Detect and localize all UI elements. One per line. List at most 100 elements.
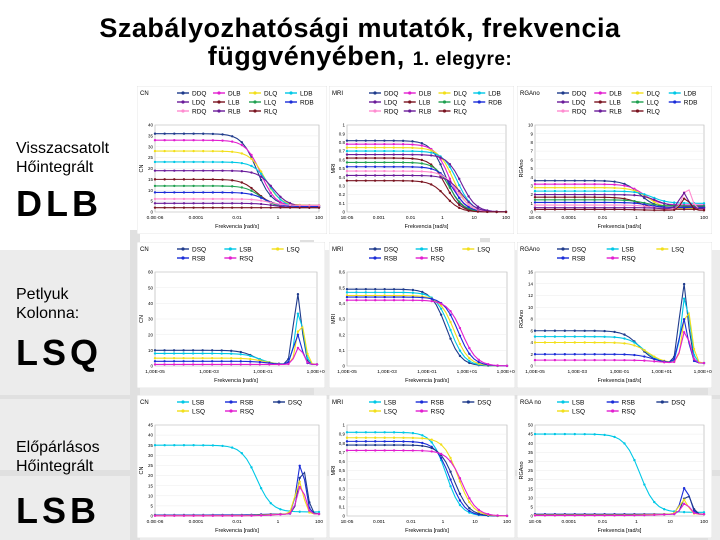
data-point — [553, 358, 557, 362]
data-point — [364, 179, 367, 182]
data-point — [623, 203, 626, 207]
data-point — [543, 208, 547, 211]
series-line-rlq — [535, 197, 705, 211]
data-point — [306, 356, 309, 360]
data-point — [230, 179, 234, 182]
series-line-rdq — [346, 170, 507, 213]
y-tick-label: 20 — [148, 332, 154, 337]
legend-label: LLB — [228, 99, 240, 106]
row1-label: Visszacsatolt Hőintegrált — [16, 139, 109, 177]
y-tick-label: 25 — [528, 468, 534, 473]
data-point — [230, 357, 233, 360]
data-point — [448, 180, 452, 183]
data-point — [583, 203, 586, 207]
data-point — [429, 154, 433, 157]
data-point — [613, 190, 616, 193]
legend-marker — [373, 247, 377, 251]
row2-label-line2: Kolonna: — [16, 305, 80, 322]
chart-title: MRI — [332, 91, 343, 97]
series-line-rlb — [347, 174, 507, 213]
data-point — [182, 349, 185, 352]
series-line-ldq — [346, 154, 507, 213]
data-point — [153, 514, 157, 517]
data-point — [230, 161, 234, 164]
data-point — [439, 443, 443, 446]
data-point — [553, 203, 557, 207]
y-tick-label: 0.2 — [339, 192, 346, 197]
data-point — [613, 206, 616, 209]
data-point — [429, 151, 433, 154]
data-point — [392, 449, 396, 452]
data-point — [623, 358, 626, 362]
data-point — [533, 198, 537, 202]
data-point — [692, 202, 696, 206]
data-point — [355, 288, 358, 291]
data-point — [613, 358, 616, 362]
series-line-rsb — [346, 296, 508, 367]
data-point — [173, 206, 176, 209]
data-point — [383, 431, 386, 434]
data-point — [383, 443, 386, 447]
data-point — [543, 189, 547, 193]
data-point — [533, 353, 537, 356]
data-point — [182, 178, 186, 181]
data-point — [553, 329, 557, 332]
data-point — [593, 186, 596, 189]
data-point — [583, 353, 586, 356]
data-point — [355, 153, 358, 156]
legend-label: LSB — [622, 246, 634, 253]
data-point — [364, 288, 368, 291]
data-point — [163, 132, 166, 135]
data-point — [643, 349, 646, 352]
legend-label: RLQ — [454, 108, 467, 115]
data-point — [411, 431, 415, 435]
x-tick-label: 1 — [277, 215, 280, 221]
data-point — [430, 297, 433, 301]
data-point — [563, 196, 567, 199]
data-point — [439, 313, 443, 316]
legend-label: RSB — [192, 255, 205, 262]
data-point — [467, 203, 470, 206]
legend-marker — [373, 91, 377, 95]
data-point — [505, 514, 509, 518]
data-point — [573, 193, 576, 196]
x-tick-label: 1E-05 — [341, 519, 354, 525]
data-point — [613, 186, 616, 190]
data-point — [439, 307, 443, 310]
y-tick-label: 6 — [530, 328, 533, 333]
legend-marker — [611, 409, 615, 413]
data-point — [420, 174, 424, 177]
data-point — [643, 208, 646, 212]
data-point — [153, 352, 157, 355]
data-point — [458, 480, 462, 483]
data-point — [458, 354, 462, 358]
y-tick-label: 16 — [528, 270, 534, 275]
data-point — [220, 360, 223, 363]
data-point — [468, 511, 471, 514]
data-point — [153, 139, 157, 142]
data-point — [364, 443, 368, 447]
y-tick-label: 0,9 — [339, 432, 346, 437]
data-point — [533, 193, 537, 196]
data-point — [221, 197, 224, 201]
data-point — [543, 353, 547, 356]
data-point — [182, 139, 186, 142]
data-point — [430, 438, 433, 441]
legend-marker — [477, 100, 481, 104]
data-point — [392, 431, 396, 434]
y-tick-label: 0 — [342, 514, 345, 519]
y-tick-label: 0.1 — [339, 201, 346, 206]
data-point — [449, 470, 452, 473]
series-line-lsb — [346, 291, 508, 367]
data-point — [583, 186, 586, 189]
data-point — [211, 202, 215, 205]
data-point — [613, 353, 616, 356]
data-point — [211, 169, 215, 172]
data-point — [230, 140, 234, 143]
legend-label: DSQ — [384, 246, 398, 253]
data-point — [448, 191, 452, 195]
x-tick-label: 1,00E+01 — [651, 369, 672, 375]
data-point — [182, 160, 186, 164]
legend-marker — [277, 400, 281, 404]
